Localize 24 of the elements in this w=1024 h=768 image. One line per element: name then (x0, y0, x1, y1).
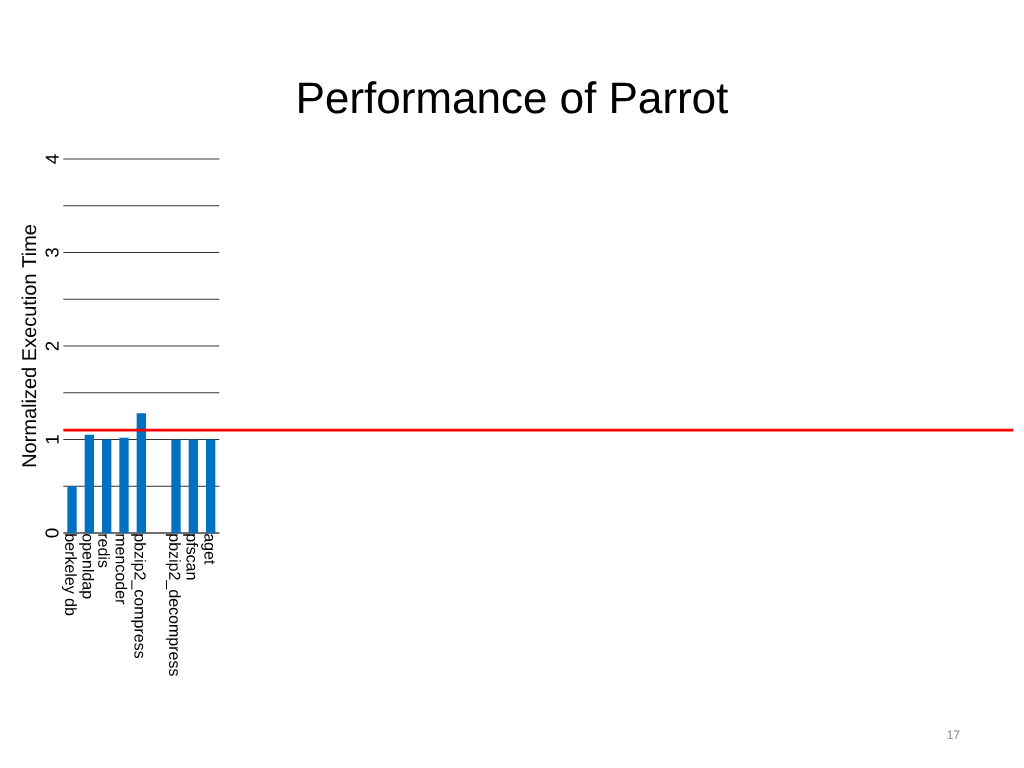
bar (171, 439, 181, 534)
bar (188, 439, 198, 534)
bar (67, 486, 77, 534)
y-tick-label: 4 (45, 154, 59, 164)
x-tick-label: pbzip2_decompress (165, 534, 181, 676)
x-tick-label: pfscan (183, 534, 199, 580)
y-axis-title: Normalized Execution Time (21, 225, 37, 467)
y-tick-label: 0 (45, 528, 59, 538)
bar (102, 439, 112, 534)
x-tick-label: mencoder (115, 534, 128, 605)
x-tick-label: redis (98, 534, 110, 568)
x-tick-label: berkeley db (61, 534, 77, 616)
text: 17 (947, 730, 960, 739)
x-tick-label: openldap (79, 533, 95, 599)
text: Performance of Parrot (299, 81, 729, 114)
bar (84, 434, 94, 534)
bar (205, 439, 216, 534)
x-tick-label: aget (201, 533, 215, 565)
y-tick-label: 1 (45, 435, 59, 444)
bar (119, 437, 129, 534)
x-tick-label: pbzip2_compress (131, 534, 147, 659)
y-tick-label: 2 (45, 341, 59, 351)
bar (136, 413, 146, 534)
y-tick-label: 3 (45, 248, 59, 257)
